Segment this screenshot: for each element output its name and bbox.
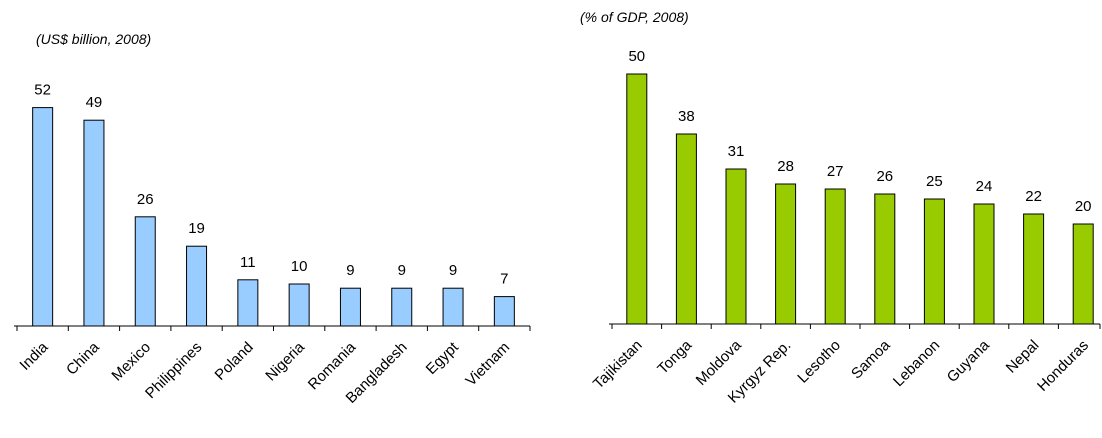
data-label: 7 [500,271,508,288]
x-tick-label: Guyana [944,336,994,386]
x-tick-label: Nigeria [262,338,308,384]
data-label: 20 [1075,198,1092,215]
data-label: 38 [678,108,695,125]
bar [134,216,156,327]
data-label: 27 [827,163,844,180]
bar [824,188,846,325]
data-label: 50 [628,48,645,65]
bar [775,183,797,325]
data-label: 9 [346,262,354,279]
bar [493,296,515,327]
data-label: 10 [291,258,308,275]
data-label: 31 [728,143,745,160]
data-label: 26 [876,168,893,185]
bar [626,73,648,325]
x-tick-label: Mexico [108,339,154,385]
data-label: 9 [398,262,406,279]
bar [391,287,413,327]
bar [237,279,259,327]
x-tick-label: Philippines [142,339,205,402]
x-tick-label: Tajikistan [590,337,646,393]
x-tick-label: Tonga [654,336,695,377]
data-label: 49 [86,94,103,111]
data-label: 24 [976,178,993,195]
bar [83,119,105,327]
x-tick-label: Samoa [848,336,894,382]
chart-subtitle: (% of GDP, 2008) [580,9,689,25]
data-label: 52 [34,82,51,99]
bar [339,287,361,327]
x-tick-label: Lesotho [794,337,844,387]
x-tick-label: India [16,338,51,373]
bar [32,107,54,327]
data-label: 28 [777,158,794,175]
data-label: 25 [926,173,943,190]
data-label: 19 [188,220,205,237]
x-tick-label: Poland [212,339,257,384]
bar [874,193,896,325]
bar [725,168,747,325]
bar [675,133,697,325]
x-tick-label: Vietnam [462,339,513,390]
bar [1072,223,1094,325]
x-tick-label: Honduras [1034,337,1092,395]
data-label: 9 [449,262,457,279]
data-label: 11 [240,254,256,271]
x-tick-label: China [63,338,103,378]
x-tick-label: Egypt [423,338,463,378]
bar [186,245,208,327]
bar [288,283,310,327]
bar [973,203,995,325]
x-tick-label: Nepal [1003,337,1043,377]
data-label: 26 [137,191,154,208]
bar [1023,213,1045,325]
chart-subtitle: (US$ billion, 2008) [36,31,151,47]
bar [923,198,945,325]
x-tick-label: Lebanon [890,337,943,390]
bar [442,287,464,327]
data-label: 22 [1025,188,1042,205]
